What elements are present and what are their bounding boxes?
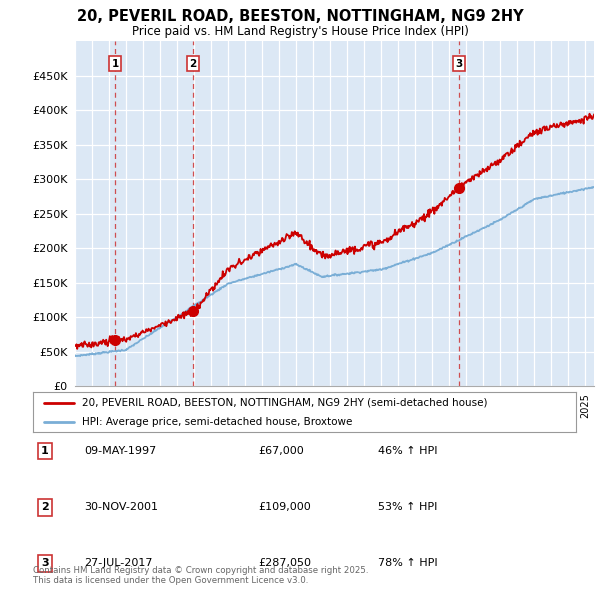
- Text: 3: 3: [455, 59, 463, 68]
- Text: 53% ↑ HPI: 53% ↑ HPI: [378, 503, 437, 512]
- Text: 20, PEVERIL ROAD, BEESTON, NOTTINGHAM, NG9 2HY: 20, PEVERIL ROAD, BEESTON, NOTTINGHAM, N…: [77, 9, 523, 24]
- Text: 2: 2: [41, 503, 49, 512]
- Text: Price paid vs. HM Land Registry's House Price Index (HPI): Price paid vs. HM Land Registry's House …: [131, 25, 469, 38]
- Text: 2: 2: [189, 59, 196, 68]
- Text: 27-JUL-2017: 27-JUL-2017: [84, 559, 152, 568]
- Text: 1: 1: [112, 59, 119, 68]
- Text: £287,050: £287,050: [258, 559, 311, 568]
- Text: 1: 1: [41, 447, 49, 456]
- Text: 46% ↑ HPI: 46% ↑ HPI: [378, 447, 437, 456]
- Text: HPI: Average price, semi-detached house, Broxtowe: HPI: Average price, semi-detached house,…: [82, 417, 352, 427]
- Text: 78% ↑ HPI: 78% ↑ HPI: [378, 559, 437, 568]
- Text: 3: 3: [41, 559, 49, 568]
- Text: 30-NOV-2001: 30-NOV-2001: [84, 503, 158, 512]
- Text: £67,000: £67,000: [258, 447, 304, 456]
- Text: 20, PEVERIL ROAD, BEESTON, NOTTINGHAM, NG9 2HY (semi-detached house): 20, PEVERIL ROAD, BEESTON, NOTTINGHAM, N…: [82, 398, 487, 408]
- Text: 09-MAY-1997: 09-MAY-1997: [84, 447, 156, 456]
- Text: £109,000: £109,000: [258, 503, 311, 512]
- Text: Contains HM Land Registry data © Crown copyright and database right 2025.
This d: Contains HM Land Registry data © Crown c…: [33, 566, 368, 585]
